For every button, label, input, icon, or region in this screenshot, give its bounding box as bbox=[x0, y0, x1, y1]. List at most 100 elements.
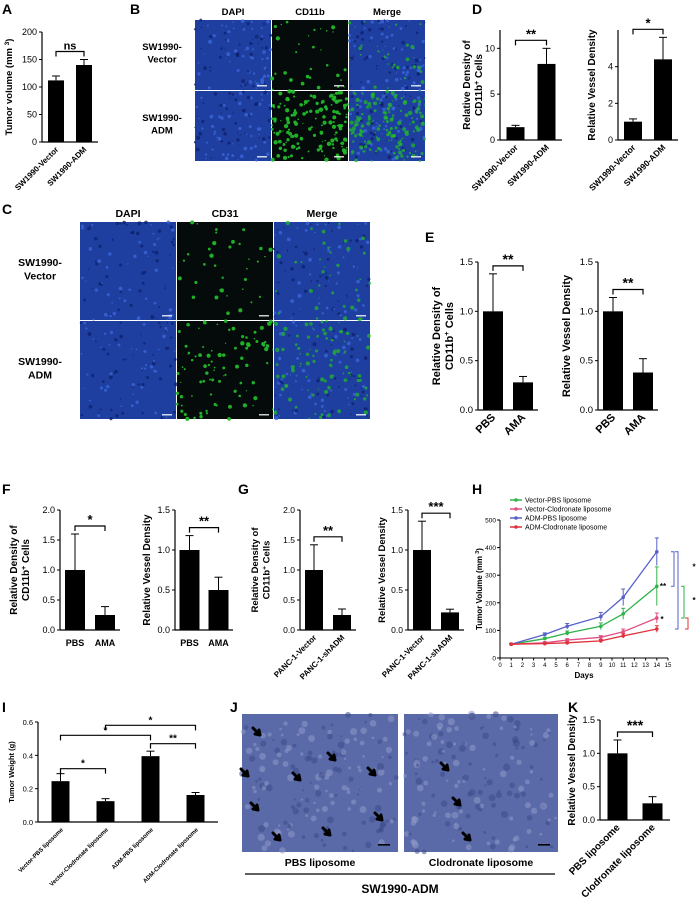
stain-dot bbox=[289, 78, 293, 82]
nucleus-dot bbox=[130, 404, 134, 408]
stain-dot bbox=[196, 223, 199, 225]
panel-label-h: H bbox=[472, 481, 482, 497]
stain-dot bbox=[203, 263, 206, 266]
tissue-texture bbox=[259, 765, 266, 773]
bar bbox=[305, 570, 323, 630]
tissue-texture bbox=[512, 837, 517, 842]
nucleus-dot bbox=[150, 224, 152, 226]
stain-dot bbox=[419, 70, 423, 74]
series-line bbox=[511, 628, 657, 645]
nucleus-dot bbox=[404, 84, 407, 87]
tissue-texture bbox=[310, 815, 317, 822]
nucleus-dot bbox=[119, 263, 123, 267]
tissue-texture bbox=[315, 790, 322, 797]
stain-dot bbox=[411, 117, 414, 120]
stain-dot bbox=[339, 142, 342, 145]
nucleus-dot bbox=[118, 286, 123, 291]
stain-dot bbox=[318, 107, 324, 112]
data-point bbox=[565, 624, 569, 629]
tissue-texture bbox=[280, 738, 288, 746]
tissue-texture bbox=[274, 747, 280, 754]
stain-dot bbox=[360, 44, 363, 47]
stain-dot bbox=[302, 122, 304, 125]
histology-label: Clodronate liposome bbox=[429, 857, 534, 869]
stain-dot bbox=[198, 327, 200, 330]
stain-dot bbox=[404, 113, 409, 118]
nucleus-dot bbox=[169, 253, 171, 256]
significance-bracket bbox=[104, 724, 197, 731]
stain-dot bbox=[357, 133, 359, 135]
y-tick-label: 1.0 bbox=[283, 565, 295, 575]
stain-dot bbox=[330, 138, 335, 143]
stain-dot bbox=[333, 93, 335, 96]
stain-dot bbox=[242, 403, 248, 408]
nucleus-dot bbox=[105, 274, 109, 279]
arrow-icon bbox=[271, 831, 282, 842]
nucleus-dot bbox=[375, 64, 378, 67]
nucleus-dot bbox=[141, 382, 145, 387]
tissue-texture bbox=[521, 745, 525, 750]
stain-dot bbox=[353, 134, 358, 138]
tissue-texture bbox=[506, 790, 513, 797]
stain-dot bbox=[209, 378, 212, 381]
nucleus-dot bbox=[108, 252, 112, 256]
tissue-texture bbox=[380, 820, 387, 828]
nucleus-dot bbox=[361, 384, 366, 389]
nucleus-dot bbox=[316, 280, 319, 283]
nucleus-dot bbox=[304, 289, 308, 293]
nucleus-dot bbox=[409, 66, 413, 70]
tissue-texture bbox=[416, 784, 424, 792]
tissue-texture bbox=[509, 816, 514, 821]
nucleus-dot bbox=[274, 386, 276, 388]
nucleus-dot bbox=[422, 64, 425, 67]
data-point bbox=[621, 629, 625, 634]
stain-dot bbox=[340, 99, 343, 102]
micrograph-column-label: DAPI bbox=[115, 208, 140, 220]
nucleus-dot bbox=[197, 72, 201, 76]
tissue-texture bbox=[501, 715, 507, 721]
stain-dot bbox=[328, 363, 333, 368]
nucleus-dot bbox=[279, 393, 282, 397]
nucleus-dot bbox=[412, 106, 416, 110]
tissue-texture bbox=[446, 726, 452, 733]
stain-dot bbox=[335, 153, 339, 157]
y-tick-label: 2.0 bbox=[283, 505, 295, 515]
nucleus-dot bbox=[119, 321, 122, 324]
tissue-texture bbox=[554, 816, 557, 820]
tissue-texture bbox=[260, 732, 266, 739]
nucleus-dot bbox=[381, 57, 385, 61]
stain-dot bbox=[205, 371, 209, 375]
scale-bar bbox=[411, 156, 421, 158]
significance-label: ** bbox=[199, 514, 210, 529]
tissue-texture bbox=[414, 772, 418, 776]
stain-dot bbox=[420, 80, 425, 84]
stain-dot bbox=[282, 130, 284, 132]
nucleus-dot bbox=[231, 93, 235, 96]
micrograph-tile bbox=[193, 90, 273, 162]
stain-dot bbox=[309, 288, 314, 293]
micrograph-row-label: SW1990- bbox=[18, 356, 62, 368]
nucleus-dot bbox=[254, 101, 259, 106]
nucleus-dot bbox=[363, 27, 366, 30]
significance-bracket bbox=[681, 585, 685, 619]
tissue-texture bbox=[276, 752, 282, 758]
y-axis-title: Relative Density of bbox=[431, 286, 443, 385]
nucleus-dot bbox=[246, 69, 250, 73]
stain-dot bbox=[210, 349, 213, 352]
stain-dot bbox=[351, 109, 353, 112]
stain-dot bbox=[366, 121, 371, 126]
stain-dot bbox=[289, 136, 292, 138]
nucleus-dot bbox=[273, 316, 275, 318]
nucleus-dot bbox=[362, 304, 365, 307]
stain-dot bbox=[344, 120, 347, 124]
nucleus-dot bbox=[352, 55, 355, 57]
nucleus-dot bbox=[368, 28, 372, 32]
stain-dot bbox=[322, 141, 324, 143]
stain-dot bbox=[302, 112, 306, 116]
stain-dot bbox=[362, 150, 364, 152]
tissue-texture bbox=[300, 798, 304, 801]
stain-dot bbox=[345, 139, 348, 142]
tissue-texture bbox=[330, 800, 335, 806]
x-tick-label: 8 bbox=[588, 663, 592, 669]
